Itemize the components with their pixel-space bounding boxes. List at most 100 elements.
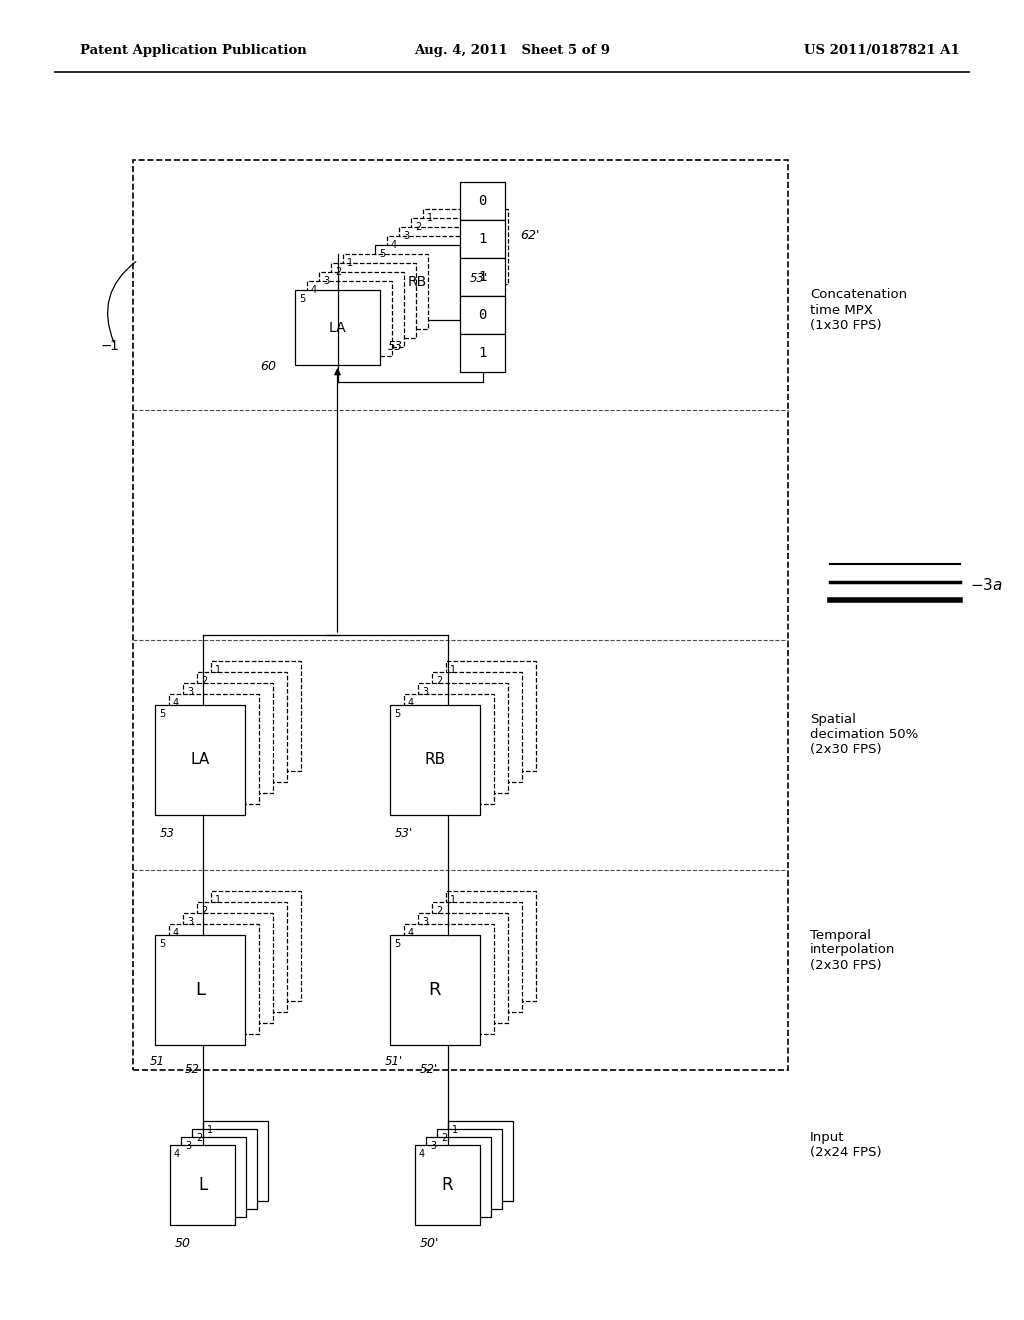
Text: 1: 1	[452, 1125, 458, 1135]
Bar	[197, 672, 287, 781]
Text: 50': 50'	[420, 1237, 439, 1250]
Text: Temporal
interpolation
(2x30 FPS): Temporal interpolation (2x30 FPS)	[810, 928, 895, 972]
Bar	[446, 661, 536, 771]
Text: LA: LA	[329, 321, 346, 334]
Bar	[423, 209, 508, 284]
Text: 2: 2	[436, 906, 442, 916]
Text: 3: 3	[403, 231, 410, 242]
Bar	[211, 891, 301, 1001]
Text: Spatial
decimation 50%
(2x30 FPS): Spatial decimation 50% (2x30 FPS)	[810, 714, 919, 756]
Bar	[432, 672, 522, 781]
Bar	[155, 935, 245, 1045]
Text: 50: 50	[175, 1237, 191, 1250]
Bar	[432, 902, 522, 1012]
Text: 0: 0	[478, 308, 486, 322]
Bar	[295, 290, 380, 366]
Text: 3: 3	[187, 917, 194, 927]
Text: 5: 5	[394, 939, 400, 949]
Text: 52': 52'	[420, 1063, 438, 1076]
Text: LA: LA	[190, 752, 210, 767]
Bar	[211, 661, 301, 771]
Bar	[343, 253, 428, 329]
Text: 5: 5	[379, 249, 385, 259]
Bar	[415, 1144, 480, 1225]
Text: 3: 3	[187, 686, 194, 697]
Text: R: R	[441, 1176, 454, 1195]
Bar	[404, 694, 494, 804]
Bar	[387, 236, 472, 312]
Bar	[404, 924, 494, 1034]
Bar	[155, 705, 245, 814]
Text: 1: 1	[450, 665, 456, 675]
Bar	[390, 705, 480, 814]
Text: L: L	[198, 1176, 207, 1195]
Text: L: L	[195, 981, 205, 999]
Text: 4: 4	[174, 1148, 180, 1159]
Bar	[390, 935, 480, 1045]
Text: 51: 51	[150, 1055, 165, 1068]
Text: 60: 60	[260, 360, 276, 374]
Text: 4: 4	[408, 698, 414, 708]
Text: 1: 1	[215, 665, 221, 675]
Text: 53: 53	[388, 341, 403, 352]
Bar	[169, 924, 259, 1034]
Text: 2: 2	[201, 676, 207, 686]
Bar	[170, 1144, 234, 1225]
Text: US 2011/0187821 A1: US 2011/0187821 A1	[804, 44, 961, 57]
Bar	[460, 296, 505, 334]
Bar	[418, 682, 508, 793]
Text: 53': 53'	[470, 272, 488, 285]
Bar	[460, 220, 505, 257]
Text: 4: 4	[311, 285, 317, 294]
Text: 2: 2	[441, 1133, 447, 1143]
Text: $-\!1$: $-\!1$	[100, 339, 119, 352]
Bar	[460, 182, 505, 220]
Text: 5: 5	[159, 939, 165, 949]
Text: 3: 3	[422, 686, 428, 697]
Text: 4: 4	[419, 1148, 425, 1159]
Text: R: R	[429, 981, 441, 999]
Text: 3: 3	[185, 1140, 191, 1151]
Text: 0: 0	[478, 194, 486, 209]
Text: 1: 1	[450, 895, 456, 906]
Text: RB: RB	[408, 276, 427, 289]
Text: 1: 1	[478, 346, 486, 360]
Text: 2: 2	[201, 906, 207, 916]
Text: 52: 52	[185, 1063, 200, 1076]
Bar	[319, 272, 404, 347]
Bar	[307, 281, 392, 356]
Text: 3: 3	[430, 1140, 436, 1151]
Text: RB: RB	[424, 752, 445, 767]
Bar	[460, 334, 505, 372]
Bar	[449, 1121, 513, 1201]
Text: 3: 3	[323, 276, 329, 286]
Bar	[437, 1129, 502, 1209]
Text: 5: 5	[159, 709, 165, 719]
Text: 5: 5	[394, 709, 400, 719]
Text: 4: 4	[408, 928, 414, 939]
Bar	[460, 257, 505, 296]
Text: 1: 1	[427, 213, 433, 223]
Text: 1: 1	[347, 257, 353, 268]
Bar	[331, 263, 416, 338]
Bar	[197, 902, 287, 1012]
Text: 4: 4	[173, 698, 179, 708]
Text: 2: 2	[196, 1133, 203, 1143]
Text: Aug. 4, 2011   Sheet 5 of 9: Aug. 4, 2011 Sheet 5 of 9	[414, 44, 610, 57]
Text: 51': 51'	[385, 1055, 403, 1068]
Bar	[193, 1129, 257, 1209]
Text: Patent Application Publication: Patent Application Publication	[80, 44, 307, 57]
Text: 53': 53'	[395, 828, 414, 840]
Bar	[411, 218, 496, 293]
Text: 1: 1	[207, 1125, 213, 1135]
Text: 1: 1	[478, 232, 486, 246]
Bar	[183, 913, 273, 1023]
Text: 62': 62'	[520, 228, 540, 242]
Text: 5: 5	[299, 294, 305, 304]
Bar	[203, 1121, 268, 1201]
Bar	[426, 1137, 490, 1217]
Text: Input
(2x24 FPS): Input (2x24 FPS)	[810, 1131, 882, 1159]
Text: 3: 3	[422, 917, 428, 927]
Text: $-3a$: $-3a$	[970, 577, 1002, 593]
Bar	[446, 891, 536, 1001]
